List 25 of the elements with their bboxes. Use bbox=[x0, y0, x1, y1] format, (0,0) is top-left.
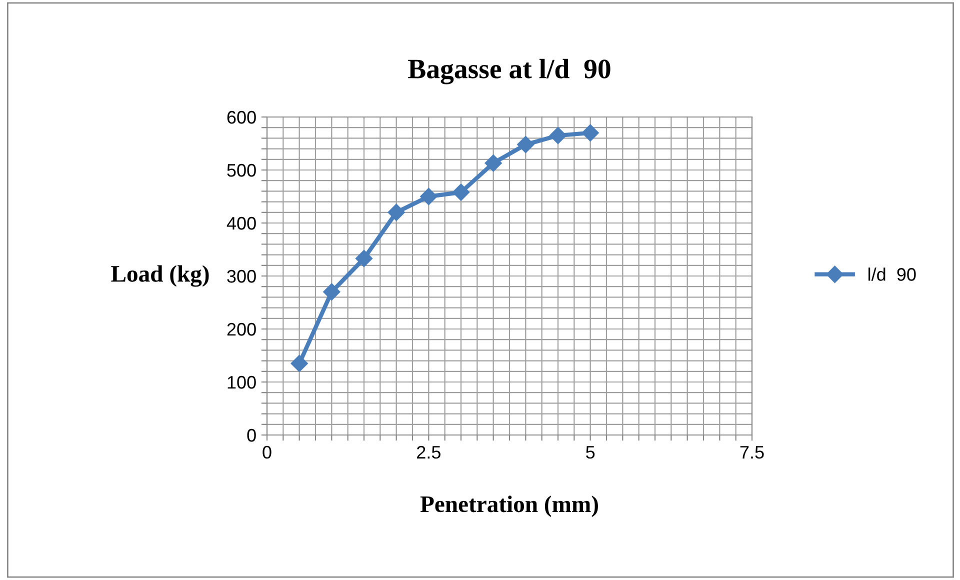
y-tick-label: 300 bbox=[227, 270, 256, 283]
y-tick-label: 200 bbox=[227, 322, 256, 336]
x-axis-title: Penetration (mm) bbox=[420, 496, 598, 517]
legend-label: l/d 90 bbox=[868, 268, 916, 281]
point bbox=[549, 127, 567, 144]
x-tick-label: 0 bbox=[262, 446, 272, 459]
y-tick-label: 600 bbox=[227, 110, 256, 124]
y-tick-label: 400 bbox=[226, 216, 256, 230]
point bbox=[355, 250, 373, 268]
point bbox=[484, 154, 502, 172]
point bbox=[420, 188, 438, 206]
y-tick-label: 0 bbox=[247, 428, 256, 442]
point bbox=[388, 204, 405, 221]
point bbox=[582, 124, 599, 142]
point bbox=[452, 184, 470, 201]
y-tick-label: 100 bbox=[228, 376, 256, 389]
x-tick-label: 2.5 bbox=[417, 446, 440, 459]
y-tick-label: 500 bbox=[227, 164, 256, 177]
y-axis-title: Load (kg) bbox=[111, 265, 209, 287]
x-tick-label: 5 bbox=[586, 446, 595, 459]
x-tick-label: 7.5 bbox=[740, 446, 764, 459]
point bbox=[323, 283, 340, 300]
point bbox=[290, 354, 308, 372]
point bbox=[517, 136, 534, 154]
chart-title: Bagasse at l/d 90 bbox=[408, 58, 610, 84]
